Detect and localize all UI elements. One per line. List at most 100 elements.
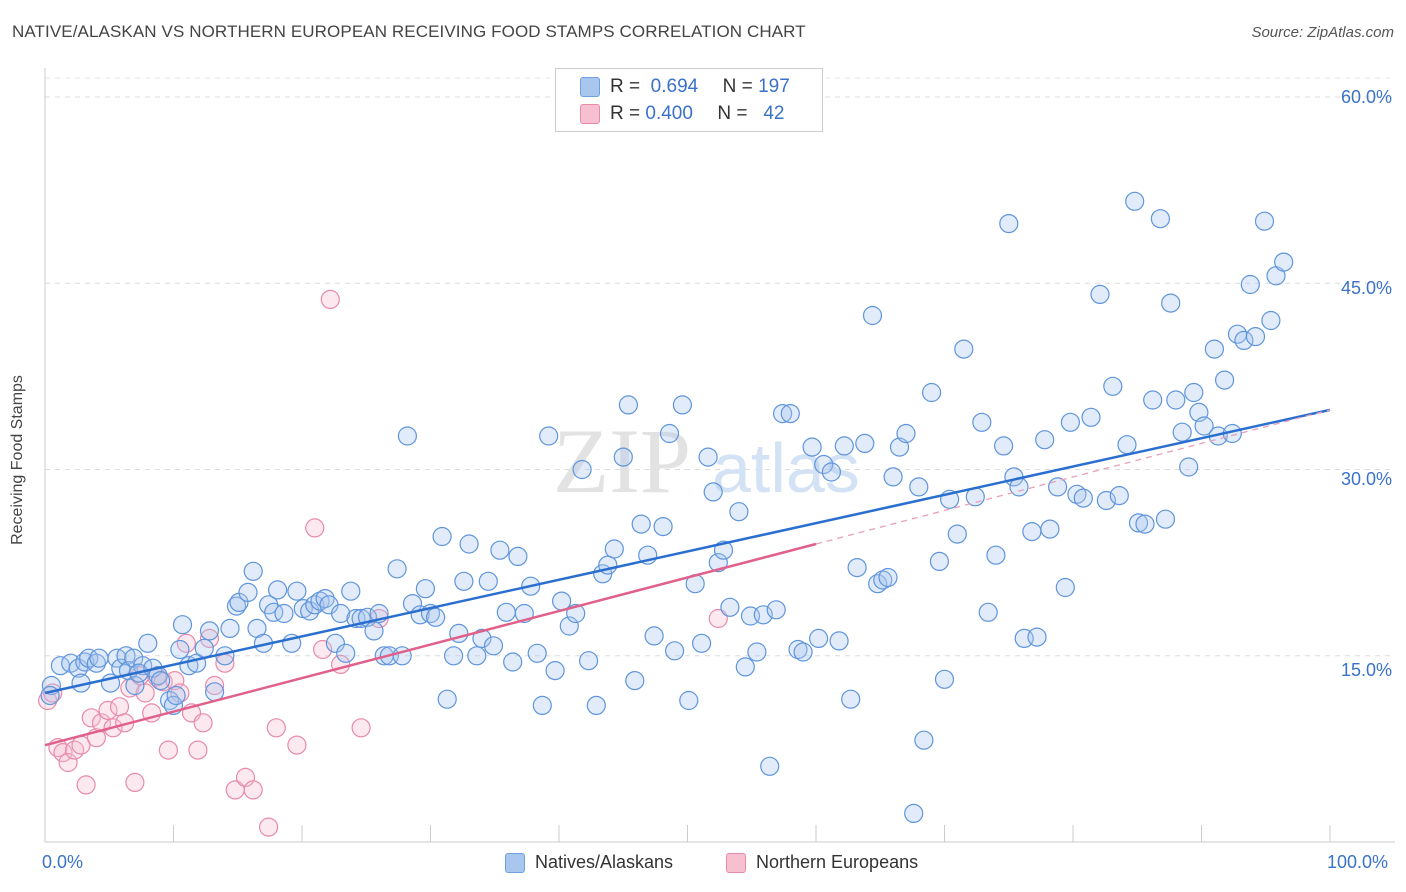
data-point <box>578 651 599 671</box>
data-point <box>1143 390 1163 410</box>
data-point <box>559 616 579 636</box>
data-point <box>653 516 673 537</box>
data-point <box>467 646 487 666</box>
legend-swatch-natives <box>580 77 600 97</box>
data-point <box>631 514 651 534</box>
data-point <box>921 382 942 403</box>
legend-swatch-northern <box>580 104 600 124</box>
data-point <box>766 600 786 620</box>
legend-n-value: 42 <box>763 103 785 124</box>
data-point <box>1047 477 1068 497</box>
data-point <box>1109 486 1129 506</box>
data-point <box>1103 376 1123 396</box>
data-point <box>331 603 351 624</box>
data-point <box>478 571 498 591</box>
data-point <box>720 597 740 617</box>
data-point <box>274 603 294 624</box>
data-point <box>98 700 118 721</box>
data-point <box>266 718 286 738</box>
data-point <box>929 551 950 572</box>
data-point <box>351 718 371 738</box>
data-point <box>444 646 464 666</box>
data-point <box>808 628 829 649</box>
data-point <box>437 689 457 709</box>
data-point <box>170 639 190 660</box>
data-point <box>1240 274 1260 295</box>
data-point <box>341 581 361 601</box>
x-tick-min: 0.0% <box>42 852 84 872</box>
legend-row-northern: R = 0.400 N = 42 <box>580 102 784 126</box>
data-point <box>708 608 728 629</box>
data-point <box>834 436 854 456</box>
data-point <box>1027 627 1047 647</box>
data-point <box>1022 521 1042 542</box>
trend-line-natives <box>44 408 1331 695</box>
data-point <box>914 730 934 750</box>
data-point <box>320 289 340 309</box>
data-point <box>954 339 974 359</box>
data-point <box>490 540 510 560</box>
data-point <box>1060 412 1081 432</box>
data-point <box>862 305 883 326</box>
bottom-legend-swatch-northern <box>726 852 746 873</box>
data-point <box>508 546 528 567</box>
legend-n-label: N = <box>717 103 748 124</box>
data-point <box>148 665 168 686</box>
data-point <box>205 675 225 696</box>
data-point <box>1128 513 1149 533</box>
data-point <box>415 579 435 599</box>
data-point <box>53 742 73 763</box>
watermark-atlas: atlas <box>712 429 860 507</box>
bottom-legend-label-northern: Northern Europeans <box>756 852 919 872</box>
data-point <box>1184 382 1204 403</box>
data-point <box>735 657 755 677</box>
data-point <box>287 735 307 755</box>
data-point <box>847 557 867 578</box>
data-point <box>802 437 822 457</box>
data-point <box>1125 191 1145 211</box>
data-point <box>1245 327 1266 347</box>
data-point <box>305 518 325 538</box>
data-point <box>527 643 547 663</box>
data-point <box>855 433 875 453</box>
trend-line-northern <box>44 542 817 747</box>
data-point <box>1150 209 1171 229</box>
data-point <box>135 683 155 703</box>
data-point <box>364 621 384 641</box>
data-point <box>1035 430 1055 450</box>
data-point <box>325 633 345 653</box>
data-point <box>586 695 606 716</box>
data-point <box>947 524 967 544</box>
data-point <box>909 477 929 497</box>
data-point <box>821 462 842 482</box>
data-point <box>387 559 407 579</box>
data-point <box>698 447 718 467</box>
data-point <box>1214 370 1235 390</box>
data-point <box>1194 416 1214 436</box>
data-point <box>572 459 592 480</box>
data-point <box>1274 252 1294 272</box>
legend-r-value: 0.694 <box>650 76 699 97</box>
data-point <box>1161 293 1181 313</box>
data-point <box>89 648 109 668</box>
data-point <box>220 618 240 639</box>
data-point <box>747 642 767 662</box>
data-point <box>1261 310 1281 331</box>
y-tick-15: 15.0% <box>1340 660 1392 680</box>
axes <box>44 68 1395 843</box>
x-tick-max: 100.0% <box>1327 852 1389 872</box>
legend-n-label: N = <box>722 76 753 97</box>
data-point <box>1135 514 1155 534</box>
y-tick-30: 30.0% <box>1340 469 1392 489</box>
data-point <box>545 660 565 681</box>
data-point <box>703 482 723 502</box>
data-point <box>40 685 60 706</box>
data-point <box>109 697 130 717</box>
data-point <box>151 670 171 691</box>
data-point <box>58 752 78 773</box>
data-point <box>496 602 516 622</box>
data-point <box>1055 577 1075 598</box>
data-point <box>691 633 712 653</box>
data-point <box>472 628 492 649</box>
